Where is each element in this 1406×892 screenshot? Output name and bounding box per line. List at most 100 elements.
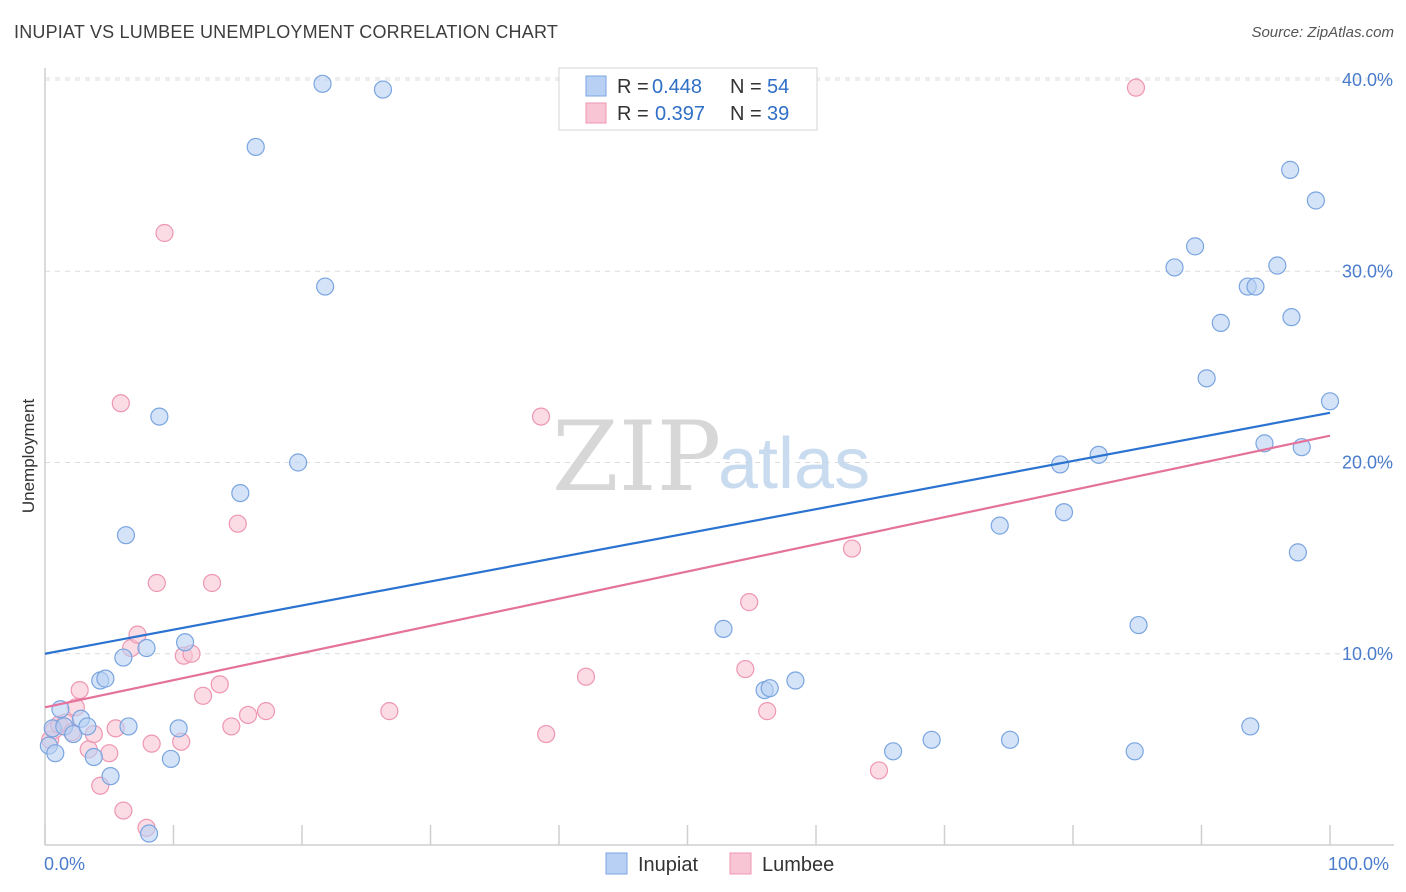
y-tick-label: 20.0% [1342,453,1393,473]
inupiat-point [883,742,903,761]
lumbee-point [869,761,889,780]
inupiat-point [169,719,188,738]
legend-r-label-inupiat: R = [617,76,649,98]
inupiat-point [1268,256,1287,275]
lumbee-point [147,573,166,593]
lumbee-point [111,394,130,413]
lumbee-point [1126,78,1146,97]
inupiat-point [1165,258,1184,277]
y-axis-label: Unemployment [19,399,38,514]
inupiat-point [96,669,115,688]
inupiat-point [786,671,805,690]
inupiat-point [1241,717,1260,736]
inupiat-point [1320,392,1340,411]
legend-top: R = 0.448 N = 54 R = 0.397 N = 39 [558,67,818,131]
legend-r-label-lumbee: R = [617,103,649,125]
inupiat-point [139,824,159,843]
lumbee-point [842,539,862,558]
inupiat-point [46,744,65,763]
lumbee-point [222,717,241,736]
x-axis-ticks [44,825,1331,845]
lumbee-point [114,801,133,820]
inupiat-point [175,633,195,652]
lumbee-point [380,702,399,721]
chart-title: INUPIAT VS LUMBEE UNEMPLOYMENT CORRELATI… [14,22,559,42]
y-tick-label: 40.0% [1342,70,1393,90]
legend-bottom-swatch-lumbee [729,852,752,875]
inupiat-point [289,453,308,472]
inupiat-point [119,717,138,736]
x-tick-label-max: 100.0% [1328,854,1389,874]
legend-bottom-swatch-inupiat [605,852,628,875]
inupiat-point [64,724,83,744]
legend-r-value-lumbee: 0.397 [655,103,705,125]
inupiat-trend-line [44,411,1331,655]
lumbee-point [193,686,213,705]
inupiat-point [114,648,133,667]
lumbee-point [576,667,596,686]
inupiat-point [373,80,393,99]
inupiat-point [231,484,250,503]
lumbee-point [238,705,258,725]
y-tick-labels: 10.0% 20.0% 30.0% 40.0% [1342,70,1393,664]
legend-n-value-lumbee: 39 [767,103,789,125]
inupiat-point [1288,543,1307,562]
lumbee-point [100,744,119,763]
lumbee-point [228,514,247,533]
lumbee-point [758,702,777,721]
legend-r-value-inupiat: 0.448 [652,76,702,98]
inupiat-point [78,717,97,736]
inupiat-point [1000,730,1020,749]
source-label: Source: ZipAtlas.com [1251,24,1394,41]
inupiat-point [760,679,779,698]
legend-swatch-lumbee [585,102,607,124]
y-tick-label: 10.0% [1342,644,1393,664]
inupiat-point [101,767,120,786]
lumbee-point [155,223,174,243]
inupiat-point [1129,615,1148,635]
gridlines [45,77,1394,655]
inupiat-point [1246,277,1265,296]
legend-swatch-inupiat [585,75,607,97]
inupiat-point [150,407,169,426]
inupiat-point [313,74,332,93]
inupiat-point [161,749,181,769]
legend-bottom-label-inupiat: Inupiat [638,854,698,876]
lumbee-point [256,702,276,721]
inupiat-point [137,638,156,658]
inupiat-point [922,730,941,749]
inupiat-point [1211,313,1230,332]
legend-bottom: Inupiat Lumbee [605,852,834,876]
lumbee-point [202,573,222,593]
watermark-atlas: atlas [718,424,870,504]
lumbee-point [210,675,229,694]
watermark-zip: ZIP [552,401,721,513]
x-tick-label-min: 0.0% [44,854,85,874]
lumbee-point [736,659,755,679]
inupiat-point [1282,308,1301,327]
inupiat-point [316,277,335,296]
lumbee-point [531,407,551,426]
inupiat-point [714,619,733,638]
legend-n-value-inupiat: 54 [767,76,789,98]
inupiat-point [1185,237,1205,256]
inupiat-points [39,74,1340,843]
inupiat-point [1054,503,1074,522]
legend-bottom-label-lumbee: Lumbee [762,854,834,876]
y-tick-label: 30.0% [1342,261,1393,281]
inupiat-point [1306,191,1325,210]
legend-n-label-inupiat: N = [730,76,762,98]
lumbee-point [70,680,89,700]
inupiat-point [116,526,136,545]
inupiat-point [1197,369,1216,388]
lumbee-point [740,593,759,612]
inupiat-point [1125,742,1144,761]
inupiat-point [990,516,1009,535]
lumbee-point [142,734,161,753]
inupiat-point [246,137,265,157]
lumbee-trend-line [44,434,1331,709]
lumbee-point [537,724,556,744]
legend-n-label-lumbee: N = [730,103,762,125]
trend-lines [44,411,1331,709]
